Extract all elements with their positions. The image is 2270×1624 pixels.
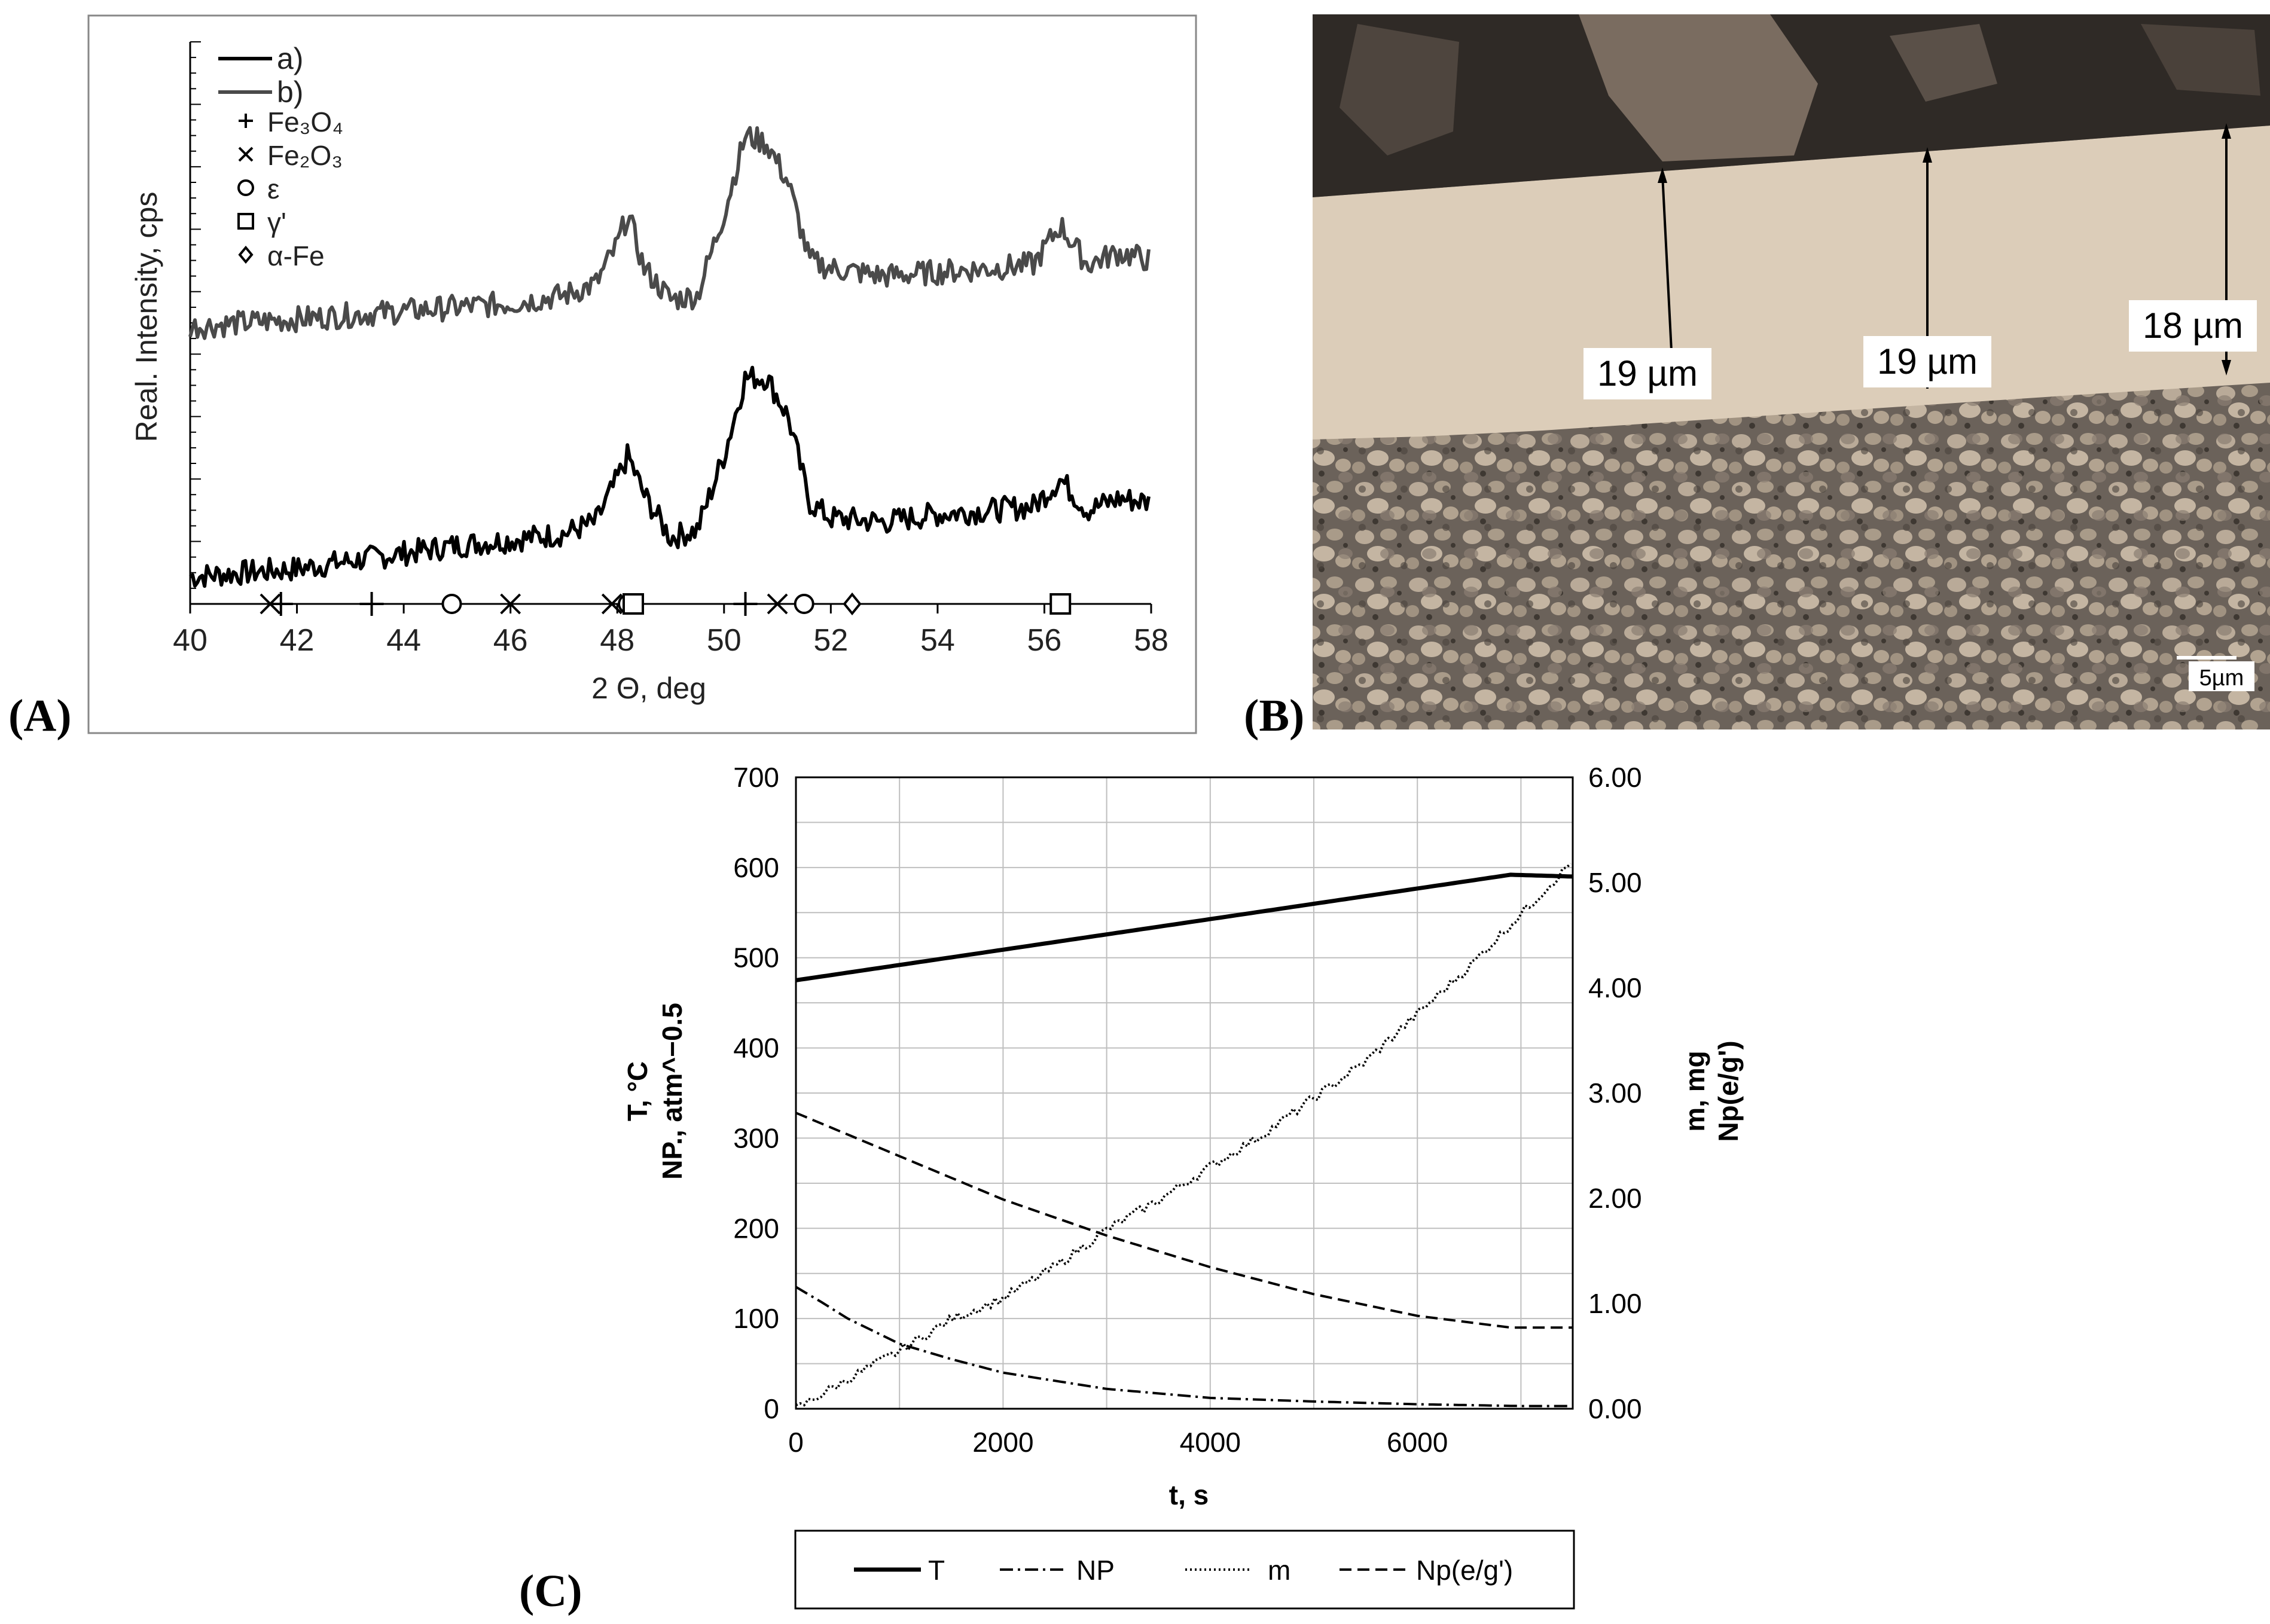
kinetics-plot-area: 0 100 200 300 400 500 600 700 0.00 1.00 2.00 3.00 4.… bbox=[733, 762, 1642, 1458]
xrd-x-tick-label: 58 bbox=[1134, 623, 1168, 658]
xrd-x-tick-label: 52 bbox=[813, 623, 848, 658]
scale-bar: 5µm bbox=[2177, 656, 2254, 691]
svg-text:19 µm: 19 µm bbox=[1597, 353, 1698, 393]
xrd-x-tick-label: 56 bbox=[1027, 623, 1062, 658]
kinetics-right-tick-label: 0.00 bbox=[1588, 1393, 1642, 1424]
kinetics-left-tick-label: 400 bbox=[733, 1033, 779, 1064]
phase-legend-marker bbox=[238, 245, 254, 264]
phase-legend-marker bbox=[238, 146, 254, 162]
phase-legend-marker bbox=[237, 179, 254, 196]
series-np-eg-line bbox=[795, 1112, 1573, 1329]
micrograph-resin-particle-4 bbox=[2141, 24, 2260, 96]
xrd-series-a bbox=[189, 365, 1151, 588]
xrd-x-tick-label: 54 bbox=[920, 623, 955, 658]
legend-label-t: T bbox=[928, 1555, 945, 1586]
kinetics-legend: T NP m Np(e/g') bbox=[794, 1530, 1575, 1610]
panel-b-label: (B) bbox=[1244, 691, 1304, 741]
kinetics-left-tick-label: 0 bbox=[764, 1393, 779, 1424]
kinetics-left-axis-label-1: T, °C bbox=[622, 1061, 653, 1121]
phase-legend-marker bbox=[237, 213, 254, 230]
phase-legend-label: ε bbox=[267, 173, 280, 204]
kinetics-right-tick-label: 3.00 bbox=[1588, 1077, 1642, 1109]
micrograph-resin-particle-3 bbox=[1890, 24, 1997, 102]
kinetics-x-tick-label: 0 bbox=[788, 1427, 804, 1458]
svg-text:19 µm: 19 µm bbox=[1877, 341, 1978, 381]
phase-legend-label: α-Fe bbox=[267, 240, 325, 271]
phase-marker-epsilon bbox=[441, 594, 462, 614]
kinetics-left-tick-label: 600 bbox=[733, 852, 779, 883]
kinetics-right-tick-label: 5.00 bbox=[1588, 867, 1642, 898]
kinetics-right-axis-label-2: Np(e/g') bbox=[1713, 1040, 1744, 1141]
series-m-line bbox=[795, 862, 1572, 1407]
panel-b-micrograph: 19 µm 19 µm 18 µm 5µm (B) bbox=[1244, 14, 2270, 741]
kinetics-x-tick-label: 2000 bbox=[972, 1427, 1033, 1458]
phase-marker-gamma bbox=[623, 593, 645, 615]
phase-marker-fe2o3 bbox=[601, 593, 623, 615]
legend-label-m: m bbox=[1268, 1555, 1290, 1586]
kinetics-x-tick-label: 4000 bbox=[1180, 1427, 1241, 1458]
panel-c-label: (C) bbox=[519, 1566, 582, 1616]
measurement-label-3: 18 µm bbox=[2129, 300, 2257, 352]
xrd-x-tick-label: 46 bbox=[493, 623, 528, 658]
kinetics-right-tick-label: 2.00 bbox=[1588, 1183, 1642, 1214]
xrd-x-axis-label: 2 Θ, deg bbox=[591, 671, 706, 705]
phase-legend-label: Fe₃O₄ bbox=[267, 106, 343, 138]
measurement-label-2: 19 µm bbox=[1863, 336, 1991, 387]
phase-legend-label: Fe₂O₃ bbox=[267, 140, 343, 171]
xrd-x-tick-label: 44 bbox=[386, 623, 421, 658]
micrograph-coating-layer bbox=[1313, 126, 2270, 439]
kinetics-left-tick-label: 100 bbox=[733, 1303, 779, 1334]
kinetics-left-tick-label: 300 bbox=[733, 1122, 779, 1153]
phase-marker-fe2o3 bbox=[500, 593, 521, 615]
panel-a-label: (A) bbox=[8, 691, 72, 741]
kinetics-right-tick-label: 6.00 bbox=[1588, 762, 1642, 793]
phase-marker-epsilon bbox=[794, 594, 814, 614]
measurement-arrowheads bbox=[1658, 123, 2231, 376]
kinetics-left-tick-label: 700 bbox=[733, 762, 779, 793]
kinetics-x-axis-label: t, s bbox=[1169, 1479, 1209, 1510]
kinetics-left-tick-label: 500 bbox=[733, 942, 779, 973]
xrd-series-b bbox=[188, 126, 1151, 340]
micrograph-resin-particle-2 bbox=[1340, 24, 1459, 155]
phase-marker-alpha-fe bbox=[843, 592, 862, 616]
panel-a-frame bbox=[87, 14, 1197, 734]
xrd-legend-label: a) bbox=[277, 42, 303, 75]
xrd-x-tick-label: 48 bbox=[600, 623, 634, 658]
kinetics-right-tick-label: 4.00 bbox=[1588, 972, 1642, 1003]
measurement-label-1: 19 µm bbox=[1583, 348, 1711, 399]
kinetics-right-tick-label: 1.00 bbox=[1588, 1288, 1642, 1319]
micrograph-resin-particle bbox=[1579, 14, 1818, 161]
kinetics-plot-frame bbox=[795, 776, 1574, 1410]
legend-label-np-eg: Np(e/g') bbox=[1416, 1555, 1513, 1586]
panel-a-xrd-chart: 40 42 44 46 48 50 52 54 56 58 a)b)Fe₃O₄Fe₂O₃εγ'α-F… bbox=[8, 14, 1197, 741]
xrd-legend-label: b) bbox=[277, 75, 303, 109]
legend-label-np: NP bbox=[1076, 1555, 1115, 1586]
panel-c-kinetics-chart: 0 100 200 300 400 500 600 700 0.00 1.00 2.00 3.00 4.… bbox=[519, 762, 1744, 1616]
kinetics-right-axis-label-1: m, mg bbox=[1679, 1051, 1710, 1131]
kinetics-left-axis-label-2: NP., atm^−0.5 bbox=[657, 1003, 688, 1180]
phase-legend-label: γ' bbox=[267, 207, 286, 238]
phase-marker-fe2o3 bbox=[767, 593, 788, 615]
xrd-plot-area: 40 42 44 46 48 50 52 54 56 58 a)b)Fe₃O₄Fe₂O₃εγ'α-F… bbox=[173, 41, 1168, 658]
xrd-x-tick-label: 40 bbox=[173, 623, 208, 658]
series-np-line bbox=[795, 1286, 1573, 1408]
svg-text:18 µm: 18 µm bbox=[2143, 306, 2243, 346]
svg-text:5µm: 5µm bbox=[2199, 666, 2244, 691]
series-t-line bbox=[795, 872, 1573, 982]
phase-marker-gamma bbox=[1049, 593, 1072, 615]
kinetics-x-tick-label: 6000 bbox=[1387, 1427, 1448, 1458]
kinetics-left-tick-label: 200 bbox=[733, 1213, 779, 1244]
xrd-x-tick-label: 42 bbox=[280, 623, 315, 658]
xrd-y-axis-label: Real. Intensity, cps bbox=[130, 192, 163, 442]
xrd-x-tick-label: 50 bbox=[707, 623, 742, 658]
